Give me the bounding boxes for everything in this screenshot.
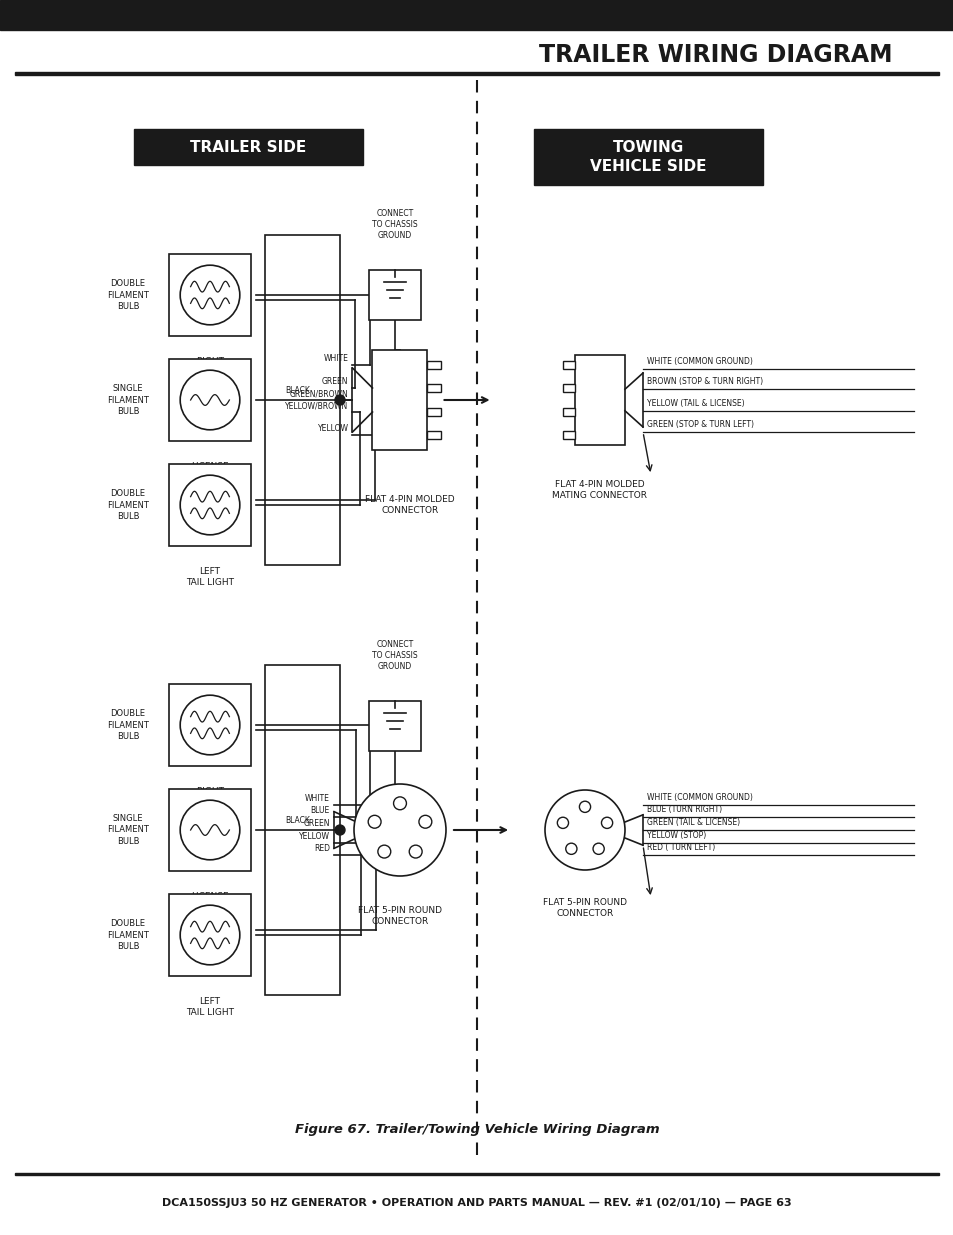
Circle shape	[593, 844, 603, 855]
Text: WHITE: WHITE	[305, 794, 330, 803]
Circle shape	[180, 475, 239, 535]
Text: WHITE (COMMON GROUND): WHITE (COMMON GROUND)	[646, 793, 752, 802]
Text: YELLOW (STOP): YELLOW (STOP)	[646, 831, 705, 840]
Circle shape	[394, 797, 406, 810]
Text: GREEN: GREEN	[303, 819, 330, 827]
Circle shape	[180, 370, 239, 430]
Text: YELLOW/BROWN: YELLOW/BROWN	[285, 401, 348, 410]
Circle shape	[180, 695, 239, 755]
Circle shape	[180, 266, 239, 325]
Text: BROWN (STOP & TURN RIGHT): BROWN (STOP & TURN RIGHT)	[646, 377, 762, 387]
Bar	[15, 1172, 938, 1174]
Text: GREEN: GREEN	[322, 377, 348, 387]
Text: LICENSE
TAIL LIGHT: LICENSE TAIL LIGHT	[186, 892, 233, 913]
Text: BLACK: BLACK	[285, 387, 310, 395]
Text: GREEN/BROWN: GREEN/BROWN	[290, 389, 348, 398]
Bar	[427, 431, 441, 438]
Bar	[265, 664, 339, 995]
Text: WHITE: WHITE	[323, 354, 348, 363]
Circle shape	[557, 818, 568, 829]
Text: BLUE: BLUE	[311, 806, 330, 815]
Bar	[534, 128, 762, 185]
Bar	[0, 0, 953, 30]
Circle shape	[565, 844, 577, 855]
Text: FLAT 5-PIN ROUND
CONNECTOR: FLAT 5-PIN ROUND CONNECTOR	[542, 898, 626, 918]
Text: WHITE (COMMON GROUND): WHITE (COMMON GROUND)	[646, 357, 752, 366]
Circle shape	[544, 790, 624, 869]
Text: SINGLE
FILAMENT
BULB: SINGLE FILAMENT BULB	[107, 814, 149, 846]
Bar	[427, 408, 441, 416]
Bar	[265, 235, 339, 564]
Text: RED: RED	[314, 845, 330, 853]
Text: FLAT 4-PIN MOLDED
MATING CONNECTOR: FLAT 4-PIN MOLDED MATING CONNECTOR	[552, 480, 647, 500]
Bar	[169, 358, 252, 441]
Text: LEFT
TAIL LIGHT: LEFT TAIL LIGHT	[186, 567, 233, 587]
Text: YELLOW (TAIL & LICENSE): YELLOW (TAIL & LICENSE)	[646, 399, 744, 408]
Bar	[562, 361, 575, 369]
Text: BLUE (TURN RIGHT): BLUE (TURN RIGHT)	[646, 805, 721, 814]
Bar	[133, 128, 362, 165]
Text: CONNECT
TO CHASSIS
GROUND: CONNECT TO CHASSIS GROUND	[372, 209, 417, 240]
Text: FLAT 5-PIN ROUND
CONNECTOR: FLAT 5-PIN ROUND CONNECTOR	[357, 906, 441, 926]
Text: TRAILER WIRING DIAGRAM: TRAILER WIRING DIAGRAM	[538, 43, 891, 67]
Text: LICENSE
TAIL LIGHT: LICENSE TAIL LIGHT	[186, 462, 233, 482]
Text: CONNECT
TO CHASSIS
GROUND: CONNECT TO CHASSIS GROUND	[372, 640, 417, 671]
Text: RIGHT
TAIL LIGHT: RIGHT TAIL LIGHT	[186, 787, 233, 808]
Text: YELLOW: YELLOW	[317, 424, 348, 433]
Text: Figure 67. Trailer/Towing Vehicle Wiring Diagram: Figure 67. Trailer/Towing Vehicle Wiring…	[294, 1124, 659, 1136]
Bar	[562, 384, 575, 393]
Text: TOWING
VEHICLE SIDE: TOWING VEHICLE SIDE	[590, 140, 706, 174]
Bar	[562, 431, 575, 438]
Bar	[372, 350, 427, 450]
Bar	[427, 361, 441, 369]
Text: SINGLE
FILAMENT
BULB: SINGLE FILAMENT BULB	[107, 384, 149, 416]
Text: DCA150SSJU3 50 HZ GENERATOR • OPERATION AND PARTS MANUAL — REV. #1 (02/01/10) — : DCA150SSJU3 50 HZ GENERATOR • OPERATION …	[162, 1198, 791, 1208]
Circle shape	[600, 818, 612, 829]
Circle shape	[180, 905, 239, 965]
Bar	[169, 253, 252, 336]
Circle shape	[578, 802, 590, 813]
Text: RED ( TURN LEFT): RED ( TURN LEFT)	[646, 844, 715, 852]
Text: GREEN (TAIL & LICENSE): GREEN (TAIL & LICENSE)	[646, 818, 740, 827]
Bar	[169, 684, 252, 767]
Text: DOUBLE
FILAMENT
BULB: DOUBLE FILAMENT BULB	[107, 489, 149, 521]
Text: DOUBLE
FILAMENT
BULB: DOUBLE FILAMENT BULB	[107, 279, 149, 311]
Bar	[169, 894, 252, 977]
Bar	[169, 463, 252, 546]
Text: RIGHT
TAIL LIGHT: RIGHT TAIL LIGHT	[186, 357, 233, 377]
Text: FLAT 4-PIN MOLDED
CONNECTOR: FLAT 4-PIN MOLDED CONNECTOR	[365, 495, 455, 515]
Bar	[169, 789, 252, 872]
Text: DOUBLE
FILAMENT
BULB: DOUBLE FILAMENT BULB	[107, 919, 149, 951]
Text: LEFT
TAIL LIGHT: LEFT TAIL LIGHT	[186, 997, 233, 1018]
Bar	[369, 701, 420, 751]
Bar	[562, 408, 575, 416]
Bar	[369, 270, 420, 320]
Circle shape	[377, 845, 391, 858]
Text: TRAILER SIDE: TRAILER SIDE	[190, 140, 306, 154]
Text: YELLOW: YELLOW	[298, 832, 330, 841]
Text: DOUBLE
FILAMENT
BULB: DOUBLE FILAMENT BULB	[107, 709, 149, 741]
Circle shape	[409, 845, 421, 858]
Circle shape	[335, 825, 345, 835]
Circle shape	[368, 815, 380, 829]
Circle shape	[418, 815, 432, 829]
Text: GREEN (STOP & TURN LEFT): GREEN (STOP & TURN LEFT)	[646, 420, 753, 429]
Bar	[575, 354, 624, 445]
Circle shape	[180, 800, 239, 860]
Circle shape	[335, 395, 345, 405]
Circle shape	[354, 784, 446, 876]
Text: BLACK: BLACK	[285, 816, 310, 825]
Bar	[15, 72, 938, 75]
Bar	[427, 384, 441, 393]
